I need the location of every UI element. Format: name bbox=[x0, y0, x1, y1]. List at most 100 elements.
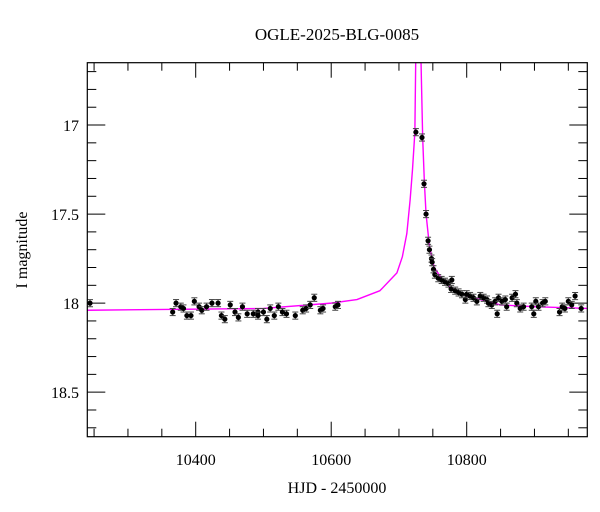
point-marker bbox=[170, 309, 176, 315]
point-marker bbox=[173, 300, 179, 306]
point-marker bbox=[239, 304, 246, 310]
x-tick-label: 10600 bbox=[311, 452, 351, 469]
data-point bbox=[556, 307, 563, 317]
data-point bbox=[418, 133, 425, 142]
point-marker bbox=[203, 304, 210, 310]
point-marker bbox=[423, 211, 429, 217]
data-point bbox=[494, 309, 501, 318]
point-marker bbox=[432, 272, 438, 278]
point-marker bbox=[572, 293, 578, 299]
data-point bbox=[203, 302, 210, 311]
data-point bbox=[198, 306, 205, 315]
data-point bbox=[267, 304, 274, 313]
point-marker bbox=[565, 298, 571, 304]
data-point bbox=[260, 307, 267, 317]
point-marker bbox=[180, 305, 187, 312]
point-marker bbox=[218, 312, 225, 319]
point-marker bbox=[271, 312, 277, 319]
point-marker bbox=[307, 302, 313, 308]
y-tick-label: 18 bbox=[63, 296, 79, 313]
point-marker bbox=[509, 295, 515, 301]
data-point bbox=[307, 300, 314, 309]
data-point bbox=[492, 297, 499, 306]
data-point bbox=[503, 302, 510, 311]
data-point bbox=[235, 313, 242, 322]
point-marker bbox=[320, 305, 326, 312]
point-marker bbox=[283, 311, 290, 317]
y-axis-label: I magnitude bbox=[14, 212, 31, 289]
point-marker bbox=[222, 316, 228, 322]
point-marker bbox=[188, 312, 194, 319]
data-point bbox=[470, 293, 477, 302]
point-marker bbox=[470, 295, 477, 301]
data-point bbox=[568, 300, 575, 309]
data-point bbox=[221, 315, 228, 324]
point-marker bbox=[562, 305, 568, 312]
point-marker bbox=[492, 298, 498, 304]
data-point bbox=[191, 297, 198, 306]
point-marker bbox=[87, 300, 93, 306]
data-point bbox=[520, 302, 527, 311]
axis-ticks bbox=[87, 62, 588, 437]
data-point bbox=[250, 309, 257, 318]
x-tick-labels: 10400 10600 10800 bbox=[176, 452, 487, 469]
data-point bbox=[271, 311, 278, 320]
point-marker bbox=[578, 305, 584, 312]
data-point bbox=[542, 297, 549, 306]
data-point bbox=[423, 210, 430, 219]
y-tick-label: 17.5 bbox=[51, 207, 79, 224]
x-axis-label: HJD - 2450000 bbox=[288, 480, 387, 497]
point-marker bbox=[250, 311, 256, 317]
data-point bbox=[578, 304, 585, 313]
y-tick-label: 17 bbox=[63, 118, 79, 135]
point-marker bbox=[495, 295, 502, 301]
data-point bbox=[227, 300, 234, 309]
data-point bbox=[426, 245, 433, 254]
point-marker bbox=[267, 305, 273, 312]
data-point bbox=[292, 311, 299, 320]
data-point bbox=[528, 302, 535, 311]
point-marker bbox=[489, 302, 495, 308]
x-tick-label: 10800 bbox=[447, 452, 487, 469]
point-marker bbox=[255, 312, 261, 319]
data-point bbox=[87, 299, 94, 308]
data-point bbox=[530, 309, 537, 318]
data-point bbox=[532, 297, 539, 306]
point-marker bbox=[429, 259, 435, 265]
data-point bbox=[187, 311, 194, 320]
data-point bbox=[561, 304, 568, 313]
point-marker bbox=[504, 304, 510, 310]
point-marker bbox=[419, 134, 425, 141]
point-marker bbox=[542, 298, 548, 304]
data-point bbox=[208, 299, 215, 308]
data-point bbox=[565, 297, 572, 306]
point-marker bbox=[215, 300, 221, 306]
data-point bbox=[448, 275, 455, 285]
point-marker bbox=[311, 295, 317, 301]
data-point bbox=[283, 309, 290, 318]
point-marker bbox=[535, 304, 542, 310]
point-marker bbox=[184, 312, 190, 319]
point-marker bbox=[191, 298, 197, 304]
data-point bbox=[173, 299, 180, 308]
data-point bbox=[231, 307, 238, 317]
point-marker bbox=[413, 129, 419, 135]
chart-title: OGLE-2025-BLG-0085 bbox=[255, 25, 419, 44]
point-marker bbox=[449, 277, 455, 283]
data-point bbox=[303, 304, 310, 313]
point-marker bbox=[512, 291, 519, 297]
point-marker bbox=[425, 238, 431, 244]
data-point bbox=[255, 311, 262, 320]
data-point bbox=[263, 315, 270, 324]
point-marker bbox=[531, 311, 537, 317]
model-curve bbox=[87, 62, 588, 311]
data-point bbox=[412, 128, 419, 137]
point-marker bbox=[569, 302, 575, 308]
data-points bbox=[87, 128, 585, 324]
point-marker bbox=[244, 311, 250, 317]
y-tick-labels: 17 17.5 18 18.5 bbox=[51, 118, 79, 402]
point-marker bbox=[264, 316, 270, 322]
data-point bbox=[495, 293, 502, 302]
data-point bbox=[512, 290, 519, 299]
data-point bbox=[311, 293, 318, 302]
